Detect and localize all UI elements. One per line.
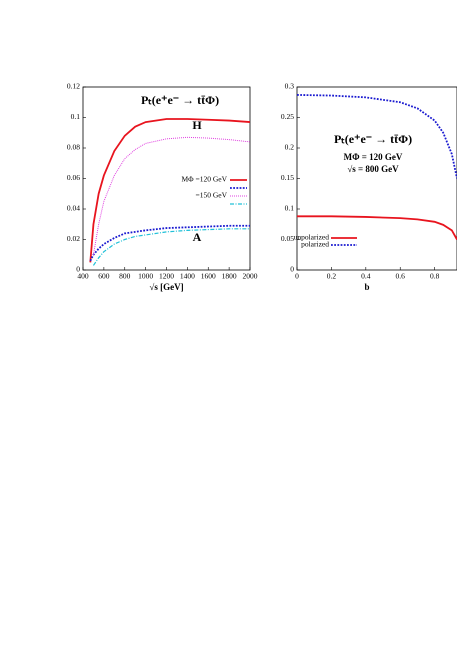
series-line xyxy=(92,228,250,266)
x-tick-label: 1800 xyxy=(222,272,237,281)
legend-label: MΦ =120 GeV xyxy=(181,175,227,184)
y-tick-label: 0.1 xyxy=(71,112,81,121)
y-tick-label: 0.25 xyxy=(281,112,294,121)
x-tick-label: 800 xyxy=(119,272,131,281)
y-tick-label: 0.02 xyxy=(67,234,80,243)
legend-label: polarized xyxy=(301,240,329,249)
annotation: √s = 800 GeV xyxy=(347,164,399,174)
series-line xyxy=(92,136,251,255)
y-tick-label: 0.05 xyxy=(281,234,294,243)
y-tick-label: 0 xyxy=(76,265,80,274)
x-tick-label: 0.4 xyxy=(361,272,371,281)
annotation: A xyxy=(193,230,202,244)
legend-label: =150 GeV xyxy=(195,191,227,200)
y-tick-label: 0.15 xyxy=(281,173,294,182)
series-line xyxy=(89,118,251,263)
y-tick-label: 0.12 xyxy=(67,82,80,91)
y-tick-label: 0.1 xyxy=(285,204,295,213)
x-tick-label: 1600 xyxy=(201,272,216,281)
series-line xyxy=(297,215,457,240)
x-tick-label: 0 xyxy=(295,272,299,281)
x-tick-label: 0.8 xyxy=(430,272,440,281)
chart-title: Pₜ(e⁺e⁻ → tt̄Φ) xyxy=(334,132,412,146)
series-line xyxy=(89,224,250,262)
x-tick-label: 1000 xyxy=(138,272,153,281)
x-tick-label: 1200 xyxy=(159,272,174,281)
x-tick-label: 400 xyxy=(77,272,89,281)
x-tick-label: 2000 xyxy=(243,272,258,281)
annotation: MΦ = 120 GeV xyxy=(344,152,403,162)
y-tick-label: 0 xyxy=(290,265,294,274)
chart-title: Pₜ(e⁺e⁻ → tt̄Φ) xyxy=(141,93,219,107)
x-axis-label: b xyxy=(364,282,369,292)
y-tick-label: 0.3 xyxy=(285,82,295,91)
series-line xyxy=(296,94,457,179)
legend-label: unpolarized xyxy=(294,233,330,242)
x-axis-label: √s [GeV] xyxy=(149,282,183,292)
y-tick-label: 0.06 xyxy=(67,173,80,182)
x-tick-label: 1400 xyxy=(180,272,195,281)
y-tick-label: 0.2 xyxy=(285,143,295,152)
x-tick-label: 0.2 xyxy=(327,272,337,281)
x-tick-label: 600 xyxy=(98,272,110,281)
annotation: H xyxy=(192,118,202,132)
y-tick-label: 0.08 xyxy=(67,143,80,152)
x-tick-label: 0.6 xyxy=(396,272,406,281)
y-tick-label: 0.04 xyxy=(67,204,80,213)
